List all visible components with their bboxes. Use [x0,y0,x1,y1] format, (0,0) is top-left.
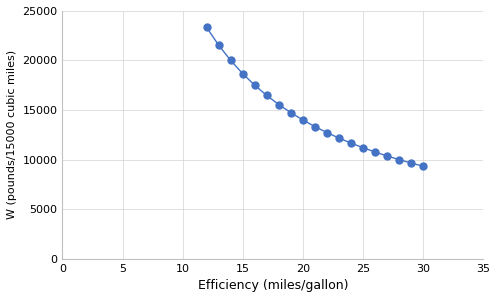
X-axis label: Efficiency (miles/gallon): Efficiency (miles/gallon) [197,279,348,292]
Y-axis label: W (pounds/15000 cubic miles): W (pounds/15000 cubic miles) [7,50,17,219]
